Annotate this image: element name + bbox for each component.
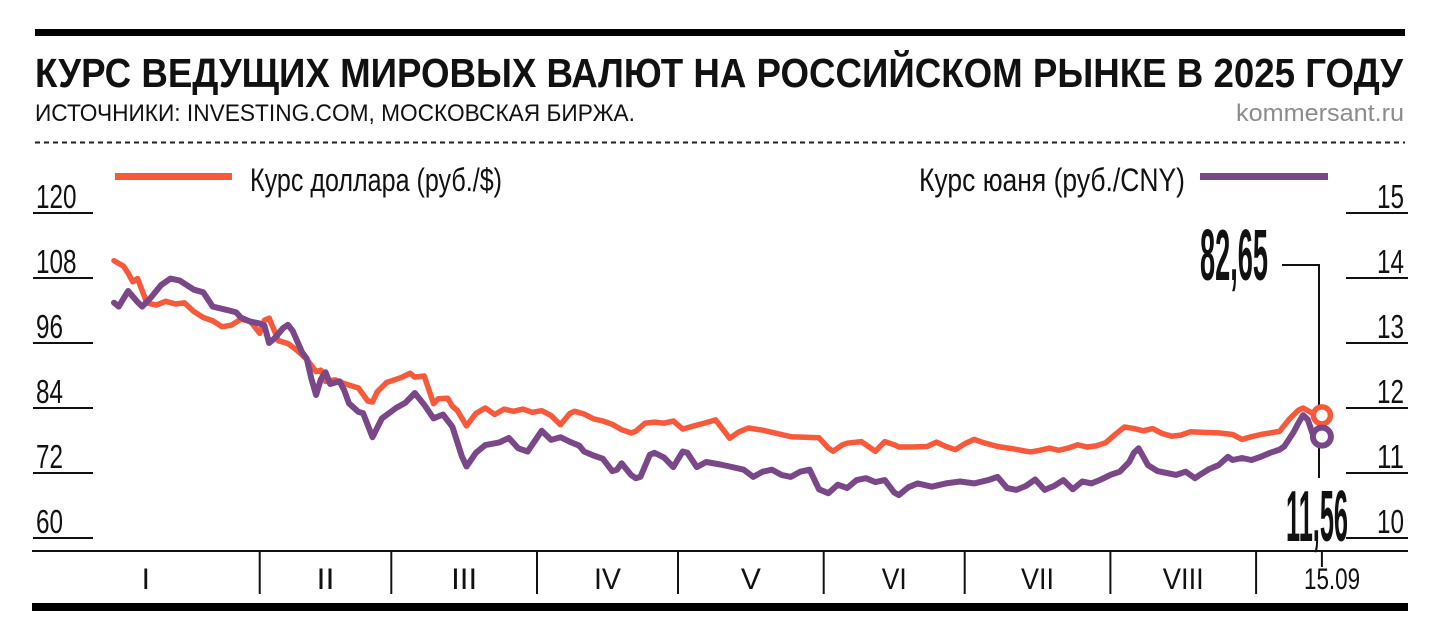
- dollar-end-marker: [1310, 404, 1334, 427]
- sources-line: ИСТОЧНИКИ: INVESTING.COM, МОСКОВСКАЯ БИР…: [35, 100, 635, 127]
- top-rule: [35, 29, 1405, 36]
- bottom-rule: [32, 603, 1408, 611]
- right-axis-tick-label: 14: [1377, 243, 1404, 280]
- month-label: VII: [1021, 563, 1054, 596]
- month-label: VIII: [1163, 563, 1204, 596]
- left-axis-tick-label: 120: [36, 178, 77, 215]
- month-label: I: [142, 563, 150, 596]
- yuan-end-marker: [1309, 424, 1334, 449]
- right-axis-tick-label: 10: [1377, 503, 1404, 540]
- yuan-legend-swatch: [1200, 173, 1328, 180]
- left-axis-tick-label: 60: [36, 503, 63, 540]
- month-label: V: [741, 563, 761, 596]
- right-axis-tick-label: 13: [1377, 308, 1404, 345]
- left-axis-tick-label: 72: [36, 438, 63, 475]
- right-axis-tick-label: 11: [1377, 438, 1404, 475]
- left-axis-tick-label: 96: [36, 308, 63, 345]
- left-axis-tick-label: 84: [36, 373, 63, 410]
- right-axis-tick-label: 15: [1377, 178, 1404, 215]
- month-label: VI: [882, 563, 907, 596]
- end-markers: [1309, 404, 1334, 449]
- month-label: II: [317, 563, 335, 596]
- dollar-end-value-label: 82,65: [1200, 216, 1268, 296]
- series-lines: [111, 257, 1325, 499]
- page-title: КУРС ВЕДУЩИХ МИРОВЫХ ВАЛЮТ НА РОССИЙСКОМ…: [35, 50, 1403, 96]
- dollar-legend-swatch: [115, 173, 232, 180]
- yuan-end-value-label: 11,56: [1286, 477, 1348, 557]
- month-label: IV: [594, 563, 621, 596]
- dollar-line: [111, 257, 1325, 455]
- month-label: 15.09: [1304, 563, 1360, 596]
- yuan-line: [111, 275, 1325, 499]
- dollar-legend-label: Курс доллара (руб./$): [250, 162, 502, 198]
- site-credit: kommersant.ru: [1236, 100, 1404, 127]
- month-label: III: [451, 563, 477, 596]
- yuan-legend-label: Курс юаня (руб./CNY): [919, 162, 1185, 198]
- left-axis-tick-label: 108: [36, 243, 77, 280]
- right-axis-tick-label: 12: [1377, 373, 1404, 410]
